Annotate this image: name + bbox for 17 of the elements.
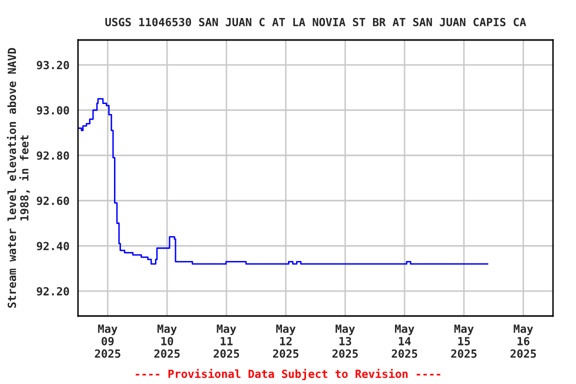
x-tick-label: May 14 2025 — [392, 324, 418, 358]
x-tick-label: May 09 2025 — [94, 324, 120, 358]
y-tick-label: 92.20 — [36, 287, 69, 296]
y-axis-title: Stream water level elevation above NAVD 1988, in feet — [6, 48, 30, 308]
x-tick-label: May 11 2025 — [214, 324, 240, 358]
x-tick-label: May 10 2025 — [154, 324, 180, 358]
chart-title: USGS 11046530 SAN JUAN C AT LA NOVIA ST BR AT SAN JUAN CAPIS CA — [105, 18, 526, 26]
y-tick-label: 93.00 — [36, 106, 69, 115]
x-tick-label: May 12 2025 — [273, 324, 298, 358]
y-tick-label: 93.20 — [36, 60, 69, 70]
text: ---- Provisional Data Subject to Revision ---- — [136, 368, 440, 380]
x-tick-label: May 15 2025 — [451, 324, 477, 358]
y-tick-label: 92.80 — [36, 151, 69, 160]
y-tick-label: 92.60 — [36, 196, 69, 206]
x-tick-label: May 13 2025 — [332, 324, 358, 358]
x-tick-label: May 16 2025 — [510, 324, 536, 358]
y-tick-label: 92.40 — [36, 242, 69, 250]
